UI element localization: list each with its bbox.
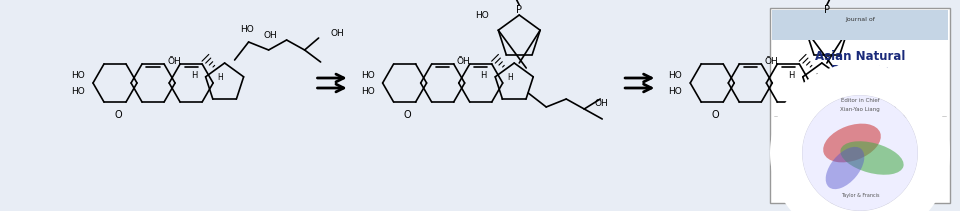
Bar	[770, 8, 950, 203]
Text: H: H	[191, 70, 198, 80]
Text: HO: HO	[71, 70, 85, 80]
Text: Asian Natural: Asian Natural	[815, 50, 905, 62]
Circle shape	[802, 95, 918, 211]
Text: O: O	[114, 110, 122, 120]
Text: P: P	[516, 5, 522, 15]
Text: ŌH: ŌH	[764, 57, 778, 65]
Text: HO: HO	[668, 70, 683, 80]
Text: O: O	[711, 110, 719, 120]
Text: HO: HO	[361, 70, 374, 80]
Ellipse shape	[826, 147, 864, 189]
PathPatch shape	[770, 63, 950, 211]
Text: H: H	[218, 73, 224, 81]
Text: Products: Products	[830, 64, 889, 77]
Ellipse shape	[823, 124, 881, 162]
Text: OH: OH	[594, 99, 608, 107]
Text: Journal of: Journal of	[845, 18, 875, 23]
Text: H: H	[507, 73, 513, 81]
Text: P: P	[824, 5, 829, 15]
Text: H: H	[815, 73, 821, 81]
Text: HO: HO	[668, 87, 683, 96]
Text: H: H	[481, 70, 487, 80]
Text: HO: HO	[71, 87, 85, 96]
Text: HO: HO	[240, 26, 253, 35]
Ellipse shape	[840, 141, 903, 175]
Text: O: O	[404, 110, 412, 120]
Text: OH: OH	[901, 99, 916, 107]
Text: Taylor & Francis: Taylor & Francis	[841, 192, 879, 197]
Text: HO: HO	[475, 11, 490, 19]
Text: Xian-Yao Liang: Xian-Yao Liang	[840, 107, 880, 111]
Text: Editor in Chief: Editor in Chief	[841, 97, 879, 103]
Bar	[772, 10, 948, 40]
Text: OH: OH	[330, 30, 345, 38]
Text: H: H	[788, 70, 795, 80]
Text: ŌH: ŌH	[167, 57, 180, 65]
Text: HO: HO	[361, 87, 374, 96]
Text: Research: Research	[829, 77, 891, 91]
Text: ŌH: ŌH	[457, 57, 470, 65]
Text: OH: OH	[264, 31, 277, 41]
